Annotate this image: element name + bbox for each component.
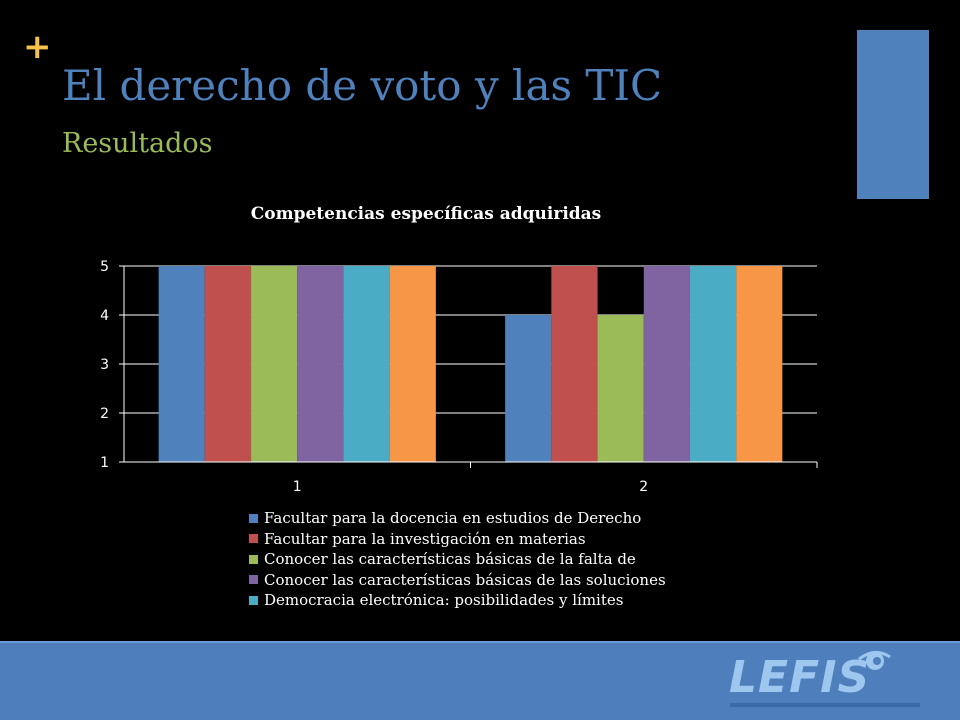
bar	[297, 266, 344, 462]
legend-item: Conocer las características básicas de l…	[249, 570, 666, 591]
accent-bar	[857, 30, 929, 199]
y-tick-label: 5	[100, 259, 109, 275]
lefis-logo-text: LEFIS	[729, 652, 871, 703]
bar	[597, 315, 644, 462]
legend-item: Facultar para la investigación en materi…	[249, 529, 666, 550]
legend-swatch	[249, 513, 258, 523]
bar	[551, 266, 598, 462]
y-tick-label: 1	[100, 455, 109, 471]
legend-swatch	[249, 534, 258, 544]
x-tick-label: 2	[639, 479, 648, 495]
legend-label: Conocer las características básicas de l…	[264, 570, 666, 589]
bar	[736, 266, 783, 462]
legend-label: Democracia electrónica: posibilidades y …	[264, 591, 624, 609]
chart-axes	[119, 265, 818, 468]
bar	[343, 266, 390, 462]
legend-swatch	[249, 554, 258, 564]
bar	[204, 266, 252, 462]
legend-label: Facultar para la docencia en estudios de…	[264, 509, 642, 527]
legend-item: Democracia electrónica: posibilidades y …	[249, 590, 666, 611]
legend-label: Facultar para la investigación en materi…	[264, 529, 586, 548]
chart-bars	[158, 266, 783, 462]
slide-subtitle: Resultados	[62, 128, 213, 159]
plus-icon: +	[23, 27, 52, 67]
bar	[251, 266, 298, 462]
slide-title: El derecho de voto y las TIC	[62, 61, 663, 110]
chart-tick-labels: 1 2 3 4 5 1 2	[100, 259, 648, 495]
bar	[505, 315, 552, 462]
legend-item: Conocer las características básicas de l…	[249, 549, 666, 570]
y-tick-label: 4	[100, 308, 109, 324]
y-tick-label: 3	[100, 357, 109, 373]
lefis-logo-icon	[730, 651, 920, 707]
bar	[158, 266, 205, 462]
chart-title: Competencias específicas adquiridas	[250, 204, 602, 224]
chart-legend: Facultar para la docencia en estudios de…	[249, 508, 666, 611]
legend-label: Conocer las características básicas de l…	[264, 550, 636, 568]
legend-swatch	[249, 575, 258, 585]
bar	[643, 266, 690, 462]
bar	[689, 266, 737, 462]
legend-swatch	[249, 595, 258, 605]
y-tick-label: 2	[100, 406, 109, 422]
x-tick-label: 1	[293, 479, 302, 495]
bar	[389, 266, 436, 462]
legend-item: Facultar para la docencia en estudios de…	[249, 508, 666, 529]
